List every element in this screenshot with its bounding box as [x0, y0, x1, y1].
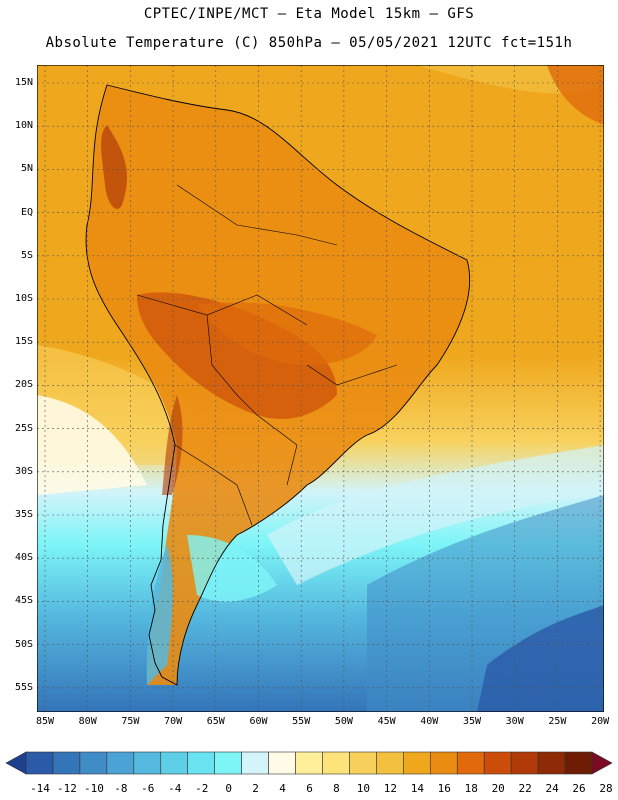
coastline — [85, 84, 471, 686]
colorbar-label: -8 — [114, 782, 128, 795]
colorbar-box — [160, 751, 189, 775]
colorbar-min-arrow — [5, 751, 27, 775]
colorbar-box — [106, 751, 135, 775]
colorbar-label: 8 — [333, 782, 340, 795]
colorbar-label: 2 — [252, 782, 259, 795]
lon-label: 45W — [377, 716, 396, 727]
colorbar-label: 6 — [306, 782, 313, 795]
colorbar-label: -14 — [30, 782, 50, 795]
chart-title-line1: CPTEC/INPE/MCT – Eta Model 15km – GFS — [143, 6, 475, 22]
colorbar-label: 16 — [437, 782, 451, 795]
colorbar-box — [295, 751, 323, 775]
lat-label: 10N — [14, 120, 33, 132]
lat-label: 15N — [14, 77, 33, 88]
lat-label: 15S — [14, 336, 33, 348]
colorbar-label: 0 — [225, 782, 232, 795]
colorbar-label: 14 — [410, 782, 424, 795]
colorbar-box — [214, 751, 242, 775]
colorbar-box — [322, 751, 350, 775]
lon-label: 25W — [548, 716, 567, 727]
chart-title-line2: Absolute Temperature (C) 850hPa – 05/05/… — [45, 35, 573, 51]
lat-label: 5N — [20, 163, 33, 175]
colorbar-box — [537, 751, 566, 775]
colorbar-label: 18 — [464, 782, 478, 795]
colorbar-label: 28 — [599, 782, 613, 795]
lon-label: 35W — [462, 716, 482, 727]
colorbar-label: -6 — [141, 782, 155, 795]
colorbar-label: -4 — [168, 782, 182, 795]
colorbar-box — [456, 751, 485, 775]
lon-label: 75W — [121, 716, 140, 727]
colorbar-label: 12 — [383, 782, 397, 795]
lat-label: 55S — [14, 681, 33, 693]
lat-label: EQ — [20, 206, 33, 218]
colorbar-box — [133, 751, 162, 775]
lat-label: 35S — [14, 509, 33, 520]
colorbar-box — [564, 751, 593, 775]
lat-label: 45S — [14, 595, 33, 607]
colorbar — [5, 751, 613, 775]
lon-label: 80W — [78, 716, 97, 727]
lon-label: 70W — [164, 716, 183, 727]
lat-label: 20S — [14, 379, 33, 391]
lat-label: 25S — [14, 422, 33, 434]
colorbar-box — [483, 751, 512, 775]
lat-label: 5S — [20, 249, 33, 261]
colorbar-box — [79, 751, 108, 775]
colorbar-label: 22 — [518, 782, 532, 795]
lat-label: 50S — [14, 638, 33, 650]
colorbar-label: 24 — [545, 782, 559, 795]
colorbar-box — [52, 751, 81, 775]
colorbar-label: 20 — [491, 782, 505, 795]
temperature-map — [37, 65, 604, 712]
lon-label: 60W — [249, 716, 268, 727]
lat-label: 30S — [14, 465, 33, 477]
lon-label: 55W — [292, 716, 311, 727]
lon-label: 65W — [206, 716, 225, 727]
lat-label: 10S — [14, 293, 33, 304]
colorbar-label: 4 — [279, 782, 286, 795]
colorbar-box — [376, 751, 404, 775]
colorbar-box — [25, 751, 54, 775]
colorbar-label: -10 — [83, 782, 104, 795]
lon-label: 30W — [505, 716, 524, 727]
colorbar-label: -2 — [195, 782, 209, 795]
colorbar-box — [429, 751, 458, 775]
colorbar-box — [241, 751, 269, 775]
colorbar-box — [187, 751, 215, 775]
colorbar-box — [349, 751, 377, 775]
colorbar-label: 26 — [572, 782, 586, 795]
colorbar-box — [403, 751, 431, 775]
colorbar-label: -12 — [57, 782, 77, 795]
colorbar-max-arrow — [591, 751, 613, 775]
lon-label: 50W — [334, 716, 353, 727]
lon-label: 40W — [420, 716, 439, 727]
colorbar-label: 10 — [356, 782, 371, 795]
colorbar-box — [268, 751, 296, 775]
colorbar-box — [510, 751, 539, 775]
lat-label: 40S — [14, 552, 33, 564]
lon-label: 85W — [35, 716, 55, 727]
lon-label: 20W — [591, 716, 610, 727]
